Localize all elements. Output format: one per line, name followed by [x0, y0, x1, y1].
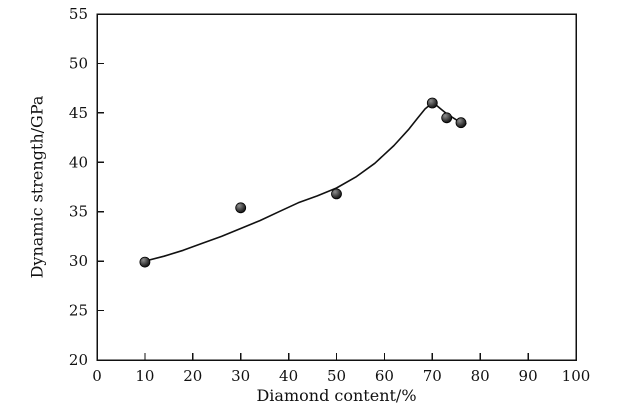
y-tick-label: 55	[69, 5, 88, 23]
data-point	[441, 112, 453, 124]
x-tick-label: 30	[231, 367, 250, 385]
data-point	[139, 256, 151, 268]
data-point	[455, 117, 467, 129]
y-tick-label: 50	[69, 54, 88, 72]
x-tick-label: 100	[562, 367, 591, 385]
x-tick-label: 40	[279, 367, 298, 385]
x-axis-label: Diamond content/%	[256, 386, 417, 405]
y-tick-label: 25	[69, 302, 88, 320]
x-tick-label: 0	[92, 367, 102, 385]
y-tick-label: 35	[69, 203, 88, 221]
plot-frame	[96, 13, 577, 361]
x-tick-label: 20	[183, 367, 202, 385]
data-point	[426, 97, 438, 109]
x-tick-label: 80	[471, 367, 490, 385]
x-tick-label: 60	[375, 367, 394, 385]
y-tick-label: 30	[69, 252, 88, 270]
fit-curve	[144, 102, 467, 262]
x-tick-label: 50	[327, 367, 346, 385]
data-point	[235, 202, 247, 214]
y-tick-label: 45	[69, 104, 88, 122]
x-tick-label: 90	[519, 367, 538, 385]
data-point	[331, 188, 342, 200]
x-tick-label: 70	[423, 367, 442, 385]
y-tick-label: 20	[69, 351, 88, 369]
y-axis-label: Dynamic strength/GPa	[27, 95, 47, 279]
y-tick-label: 40	[69, 153, 88, 171]
x-tick-label: 10	[135, 367, 154, 385]
